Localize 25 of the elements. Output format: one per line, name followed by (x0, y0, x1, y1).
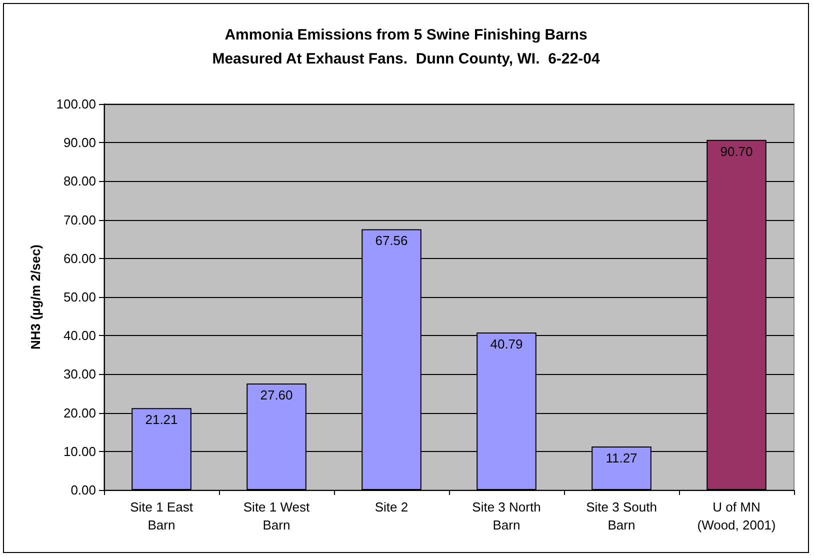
y-tick-label: 20.00 (63, 405, 96, 420)
y-tick-label: 80.00 (63, 174, 96, 189)
y-tick-label: 0.00 (70, 482, 96, 498)
x-tick-label: Site 1 West Barn (243, 500, 310, 532)
x-tick-label: U of MN (Wood, 2001) (697, 500, 776, 532)
y-tick-label: 90.00 (63, 135, 96, 150)
y-tick-label: 60.00 (63, 250, 96, 266)
x-tick-label: Site 1 East Barn (130, 500, 194, 532)
data-label: 11.27 (606, 450, 638, 466)
x-tick-label: Site 3 South Barn (586, 500, 657, 532)
y-tick-label: 100.00 (56, 96, 96, 112)
x-tick-label: Site 3 North Barn (472, 500, 541, 532)
x-tick-label: Site 2 (374, 500, 408, 514)
chart-title: Ammonia Emissions from 5 Swine Finishing Barns Measured At Exhaust Fans. Dunn County, WI. 6-22-04 (212, 26, 600, 68)
y-tick-label: 40.00 (63, 328, 96, 344)
y-tick-label: 10.00 (63, 444, 96, 459)
data-label: 21.21 (145, 412, 178, 428)
y-axis-title: NH3 (µg/m 2/sec) (28, 244, 43, 350)
y-tick-label: 30.00 (63, 366, 96, 382)
data-label: 27.60 (260, 387, 293, 402)
data-label: 40.79 (490, 336, 523, 352)
data-label: 67.56 (375, 233, 408, 248)
data-label: 90.70 (720, 144, 753, 159)
y-tick-label: 70.00 (63, 212, 96, 228)
y-tick-label: 50.00 (63, 290, 96, 304)
